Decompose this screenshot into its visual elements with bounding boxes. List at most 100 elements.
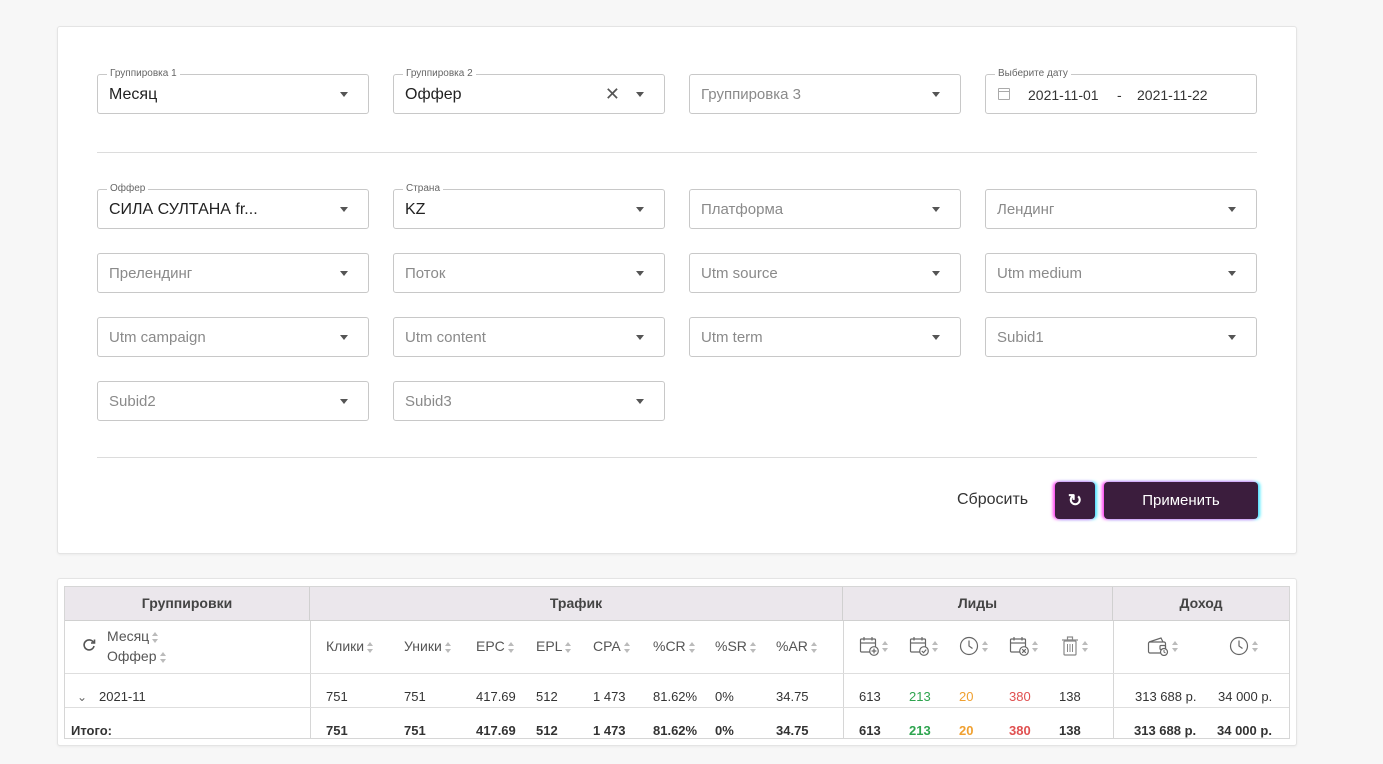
date-from[interactable]: 2021-11-01	[1028, 87, 1099, 103]
header-income: Доход	[1113, 587, 1289, 621]
grouping-2-select[interactable]: Группировка 2 Оффер ✕	[393, 68, 665, 114]
row-clicks: 751	[326, 689, 348, 704]
header-traffic: Трафик	[310, 587, 843, 621]
row-income-hold: 34 000 р.	[1218, 689, 1273, 704]
date-range-picker[interactable]: Выберите дату 2021-11-01 - 2021-11-22	[985, 68, 1257, 114]
chevron-down-icon	[636, 271, 644, 276]
subid3-placeholder: Subid3	[405, 393, 452, 410]
total-leads-approved: 213	[909, 723, 931, 738]
total-income: 313 688 р.	[1134, 723, 1197, 738]
filter-panel: Группировка 1 Месяц Группировка 2 Оффер …	[57, 26, 1297, 554]
sort-income-hold[interactable]	[1229, 636, 1258, 661]
wallet-icon	[1147, 637, 1169, 657]
chevron-down-icon	[636, 399, 644, 404]
row-epc: 417.69	[476, 689, 516, 704]
sort-uniques[interactable]: Уники	[404, 637, 451, 655]
chevron-down-icon	[932, 207, 940, 212]
trash-icon	[1062, 636, 1078, 656]
row-sr: 0%	[715, 689, 734, 704]
total-label: Итого:	[71, 723, 112, 738]
stream-select[interactable]: Поток	[393, 253, 665, 293]
platform-placeholder: Платформа	[701, 201, 784, 218]
sort-offer[interactable]: Оффер	[107, 647, 166, 665]
sort-icon	[749, 641, 756, 653]
sort-ar[interactable]: %AR	[776, 637, 817, 655]
column-separator	[843, 621, 844, 739]
chevron-down-icon	[932, 335, 940, 340]
apply-button[interactable]: Применить	[1104, 482, 1258, 519]
grouping-1-value: Месяц	[109, 86, 158, 103]
chevron-down-icon	[1228, 271, 1236, 276]
sort-sr[interactable]: %SR	[715, 637, 756, 655]
subid2-select[interactable]: Subid2	[97, 381, 369, 421]
sort-leads-rejected[interactable]	[1009, 636, 1038, 661]
country-select[interactable]: Страна KZ	[393, 183, 665, 229]
sort-icon	[507, 641, 514, 653]
date-to[interactable]: 2021-11-22	[1137, 87, 1208, 103]
sort-icon	[444, 641, 451, 653]
sort-income[interactable]	[1147, 636, 1178, 661]
row-leads-trash: 138	[1059, 689, 1081, 704]
clear-icon[interactable]: ✕	[604, 84, 620, 104]
chevron-down-icon[interactable]: ⌄	[77, 690, 88, 704]
sort-leads-trash[interactable]	[1061, 636, 1088, 661]
total-epl: 512	[536, 723, 558, 738]
prelanding-select[interactable]: Прелендинг	[97, 253, 369, 293]
platform-select[interactable]: Платформа	[689, 189, 961, 229]
utm-content-placeholder: Utm content	[405, 329, 486, 346]
utm-medium-select[interactable]: Utm medium	[985, 253, 1257, 293]
calendar-icon	[998, 88, 1010, 100]
total-leads-rejected: 380	[1009, 723, 1031, 738]
calendar-x-icon	[1009, 637, 1029, 656]
sort-icon	[152, 631, 159, 643]
sort-cpa[interactable]: CPA	[593, 637, 630, 655]
sort-leads-hold[interactable]	[959, 636, 988, 661]
grouping-3-select[interactable]: Группировка 3	[689, 74, 961, 114]
chevron-down-icon	[340, 399, 348, 404]
sort-cr[interactable]: %CR	[653, 637, 695, 655]
sort-epc[interactable]: EPC	[476, 637, 514, 655]
refresh-icon[interactable]	[82, 638, 96, 652]
row-cr: 81.62%	[653, 689, 698, 704]
subid2-placeholder: Subid2	[109, 393, 156, 410]
utm-campaign-select[interactable]: Utm campaign	[97, 317, 369, 357]
refresh-icon: ↻	[1067, 491, 1083, 510]
sort-icon	[1252, 641, 1258, 652]
subid1-select[interactable]: Subid1	[985, 317, 1257, 357]
landing-select[interactable]: Лендинг	[985, 189, 1257, 229]
sort-month[interactable]: Месяц	[107, 627, 159, 645]
reset-button[interactable]: Сбросить	[957, 491, 1029, 508]
refresh-button[interactable]: ↻	[1055, 482, 1095, 519]
country-value: KZ	[405, 201, 426, 218]
row-ar: 34.75	[776, 689, 809, 704]
grouping-2-value: Оффер	[405, 86, 462, 103]
chevron-down-icon	[932, 271, 940, 276]
row-separator	[65, 673, 1289, 674]
total-income-hold: 34 000 р.	[1217, 723, 1272, 738]
sort-icon	[367, 641, 374, 653]
sort-leads-new[interactable]	[859, 636, 888, 661]
row-income: 313 688 р.	[1135, 689, 1197, 704]
row-label: 2021-11	[99, 689, 146, 704]
utm-content-select[interactable]: Utm content	[393, 317, 665, 357]
grouping-1-select[interactable]: Группировка 1 Месяц	[97, 68, 369, 114]
utm-source-placeholder: Utm source	[701, 265, 778, 282]
stats-table-card: Группировки Трафик Лиды Доход Месяц Оффе…	[57, 578, 1297, 746]
sort-clicks[interactable]: Клики	[326, 637, 374, 655]
divider	[97, 152, 1257, 153]
chevron-down-icon	[340, 335, 348, 340]
sort-leads-approved[interactable]	[909, 636, 938, 661]
offer-select[interactable]: Оффер СИЛА СУЛТАНА fr...	[97, 183, 369, 229]
chevron-down-icon	[340, 92, 348, 97]
offer-value: СИЛА СУЛТАНА fr...	[109, 201, 258, 218]
subid3-select[interactable]: Subid3	[393, 381, 665, 421]
subid1-placeholder: Subid1	[997, 329, 1044, 346]
sort-icon	[688, 641, 695, 653]
utm-source-select[interactable]: Utm source	[689, 253, 961, 293]
utm-term-select[interactable]: Utm term	[689, 317, 961, 357]
sort-icon	[982, 641, 988, 652]
sort-icon	[159, 651, 166, 663]
row-leads-new: 613	[859, 689, 881, 704]
utm-term-placeholder: Utm term	[701, 329, 763, 346]
sort-epl[interactable]: EPL	[536, 637, 572, 655]
